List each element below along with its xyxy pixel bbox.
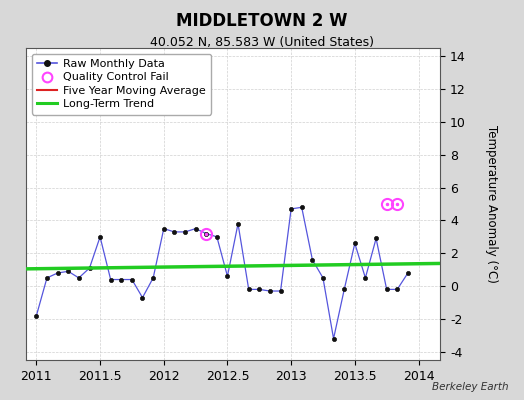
Raw Monthly Data — [65, 269, 71, 274]
Raw Monthly Data — [299, 205, 305, 210]
Raw Monthly Data — [224, 274, 231, 279]
Raw Monthly Data — [107, 277, 114, 282]
Raw Monthly Data — [331, 336, 337, 341]
Raw Monthly Data — [256, 287, 263, 292]
Line: Raw Monthly Data: Raw Monthly Data — [34, 205, 410, 341]
Raw Monthly Data — [235, 221, 241, 226]
Raw Monthly Data — [203, 231, 209, 236]
Y-axis label: Temperature Anomaly (°C): Temperature Anomaly (°C) — [485, 125, 498, 283]
Raw Monthly Data — [373, 236, 379, 241]
Text: MIDDLETOWN 2 W: MIDDLETOWN 2 W — [176, 12, 348, 30]
Raw Monthly Data — [54, 270, 61, 275]
Raw Monthly Data — [352, 241, 358, 246]
Raw Monthly Data — [33, 313, 39, 318]
Raw Monthly Data — [362, 276, 368, 280]
Raw Monthly Data — [182, 230, 188, 234]
Text: Berkeley Earth: Berkeley Earth — [432, 382, 508, 392]
Raw Monthly Data — [44, 276, 50, 280]
Raw Monthly Data — [394, 287, 400, 292]
Raw Monthly Data — [214, 234, 220, 239]
Raw Monthly Data — [267, 289, 273, 294]
Raw Monthly Data — [288, 206, 294, 211]
Raw Monthly Data — [246, 287, 252, 292]
Raw Monthly Data — [86, 266, 93, 270]
Raw Monthly Data — [129, 277, 135, 282]
Raw Monthly Data — [309, 258, 315, 262]
Raw Monthly Data — [161, 226, 167, 231]
Raw Monthly Data — [171, 230, 178, 234]
Raw Monthly Data — [192, 226, 199, 231]
Raw Monthly Data — [341, 287, 347, 292]
Raw Monthly Data — [277, 289, 283, 294]
Raw Monthly Data — [320, 276, 326, 280]
Raw Monthly Data — [118, 277, 125, 282]
Raw Monthly Data — [97, 234, 103, 239]
Raw Monthly Data — [150, 276, 156, 280]
Raw Monthly Data — [75, 276, 82, 280]
Raw Monthly Data — [405, 270, 411, 275]
Text: 40.052 N, 85.583 W (United States): 40.052 N, 85.583 W (United States) — [150, 36, 374, 49]
Legend: Raw Monthly Data, Quality Control Fail, Five Year Moving Average, Long-Term Tren: Raw Monthly Data, Quality Control Fail, … — [32, 54, 211, 115]
Raw Monthly Data — [384, 287, 390, 292]
Raw Monthly Data — [139, 295, 146, 300]
